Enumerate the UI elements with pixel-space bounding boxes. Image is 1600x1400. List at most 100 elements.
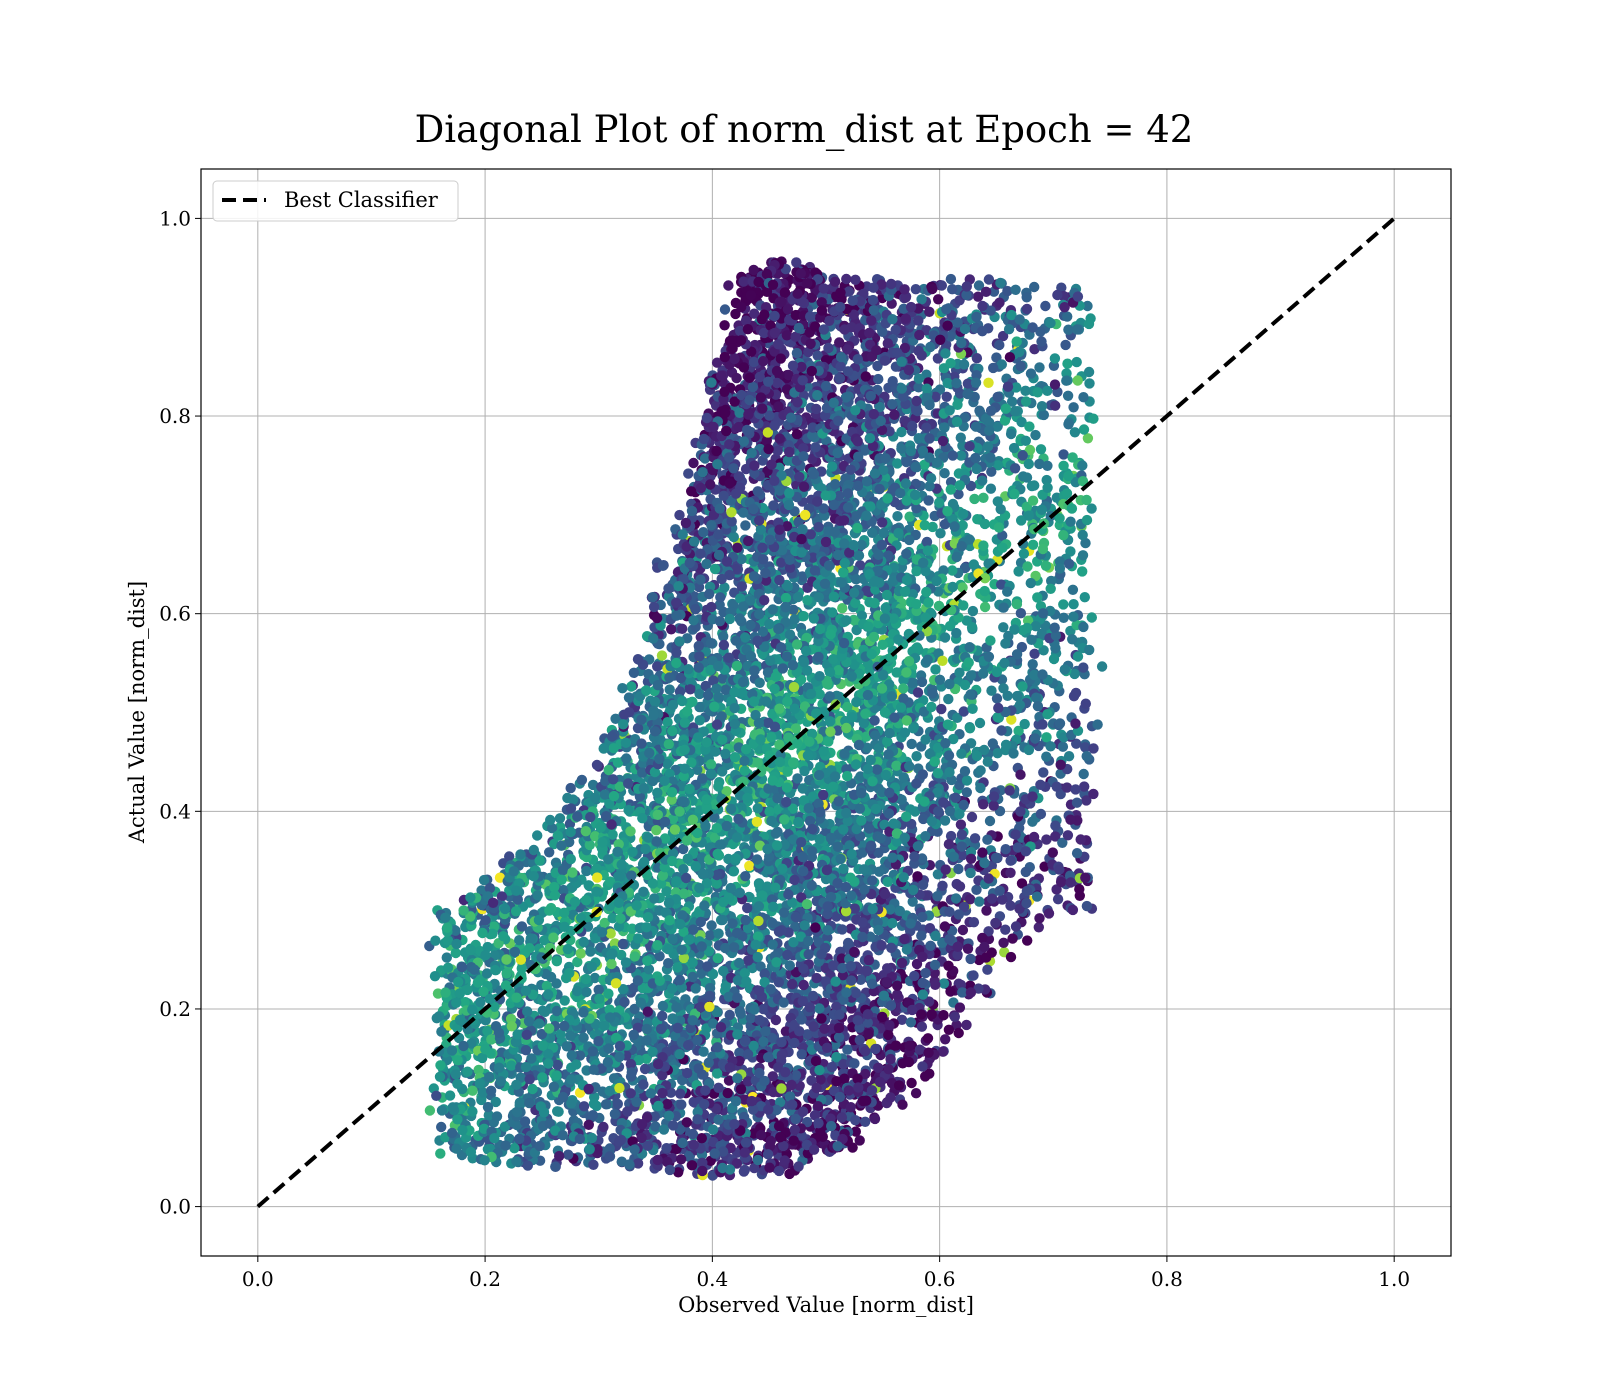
scatter-point	[969, 493, 980, 505]
scatter-point	[896, 1014, 908, 1025]
scatter-point	[1002, 285, 1013, 297]
scatter-point	[977, 847, 988, 858]
scatter-point	[549, 1013, 561, 1024]
scatter-point	[584, 839, 595, 851]
scatter-point	[436, 1121, 447, 1133]
scatter-point	[1055, 876, 1067, 888]
scatter-point	[1029, 648, 1040, 659]
scatter-point	[1034, 458, 1045, 470]
scatter-point	[666, 794, 677, 805]
scatter-point	[1034, 362, 1045, 373]
scatter-point	[1092, 719, 1103, 730]
scatter-point	[936, 280, 947, 291]
scatter-point	[1062, 390, 1074, 401]
scatter-point	[972, 514, 983, 525]
scatter-point	[1079, 781, 1090, 792]
scatter-point	[1040, 300, 1051, 312]
scatter-point	[588, 1098, 600, 1110]
scatter-point	[1079, 592, 1091, 603]
scatter-point	[1082, 433, 1094, 444]
scatter-point	[768, 500, 779, 511]
scatter-point	[740, 520, 751, 531]
scatter-point	[1034, 913, 1045, 924]
scatter-point	[957, 849, 968, 861]
scatter-point	[1077, 529, 1088, 541]
scatter-point	[744, 860, 755, 872]
scatter-point	[1063, 751, 1075, 762]
scatter-point	[587, 1046, 598, 1057]
scatter-point	[938, 978, 950, 989]
scatter-point	[625, 826, 636, 837]
scatter-point	[559, 995, 570, 1006]
scatter-point	[997, 330, 1009, 342]
scatter-point	[937, 880, 948, 891]
scatter-point	[996, 725, 1007, 736]
scatter-point	[956, 841, 967, 852]
scatter-point	[1006, 396, 1018, 407]
scatter-point	[1033, 922, 1045, 933]
scatter-point	[473, 1064, 484, 1076]
scatter-point	[967, 605, 979, 617]
scatter-point	[1050, 831, 1061, 842]
scatter-point	[749, 308, 760, 319]
scatter-point	[990, 917, 1001, 929]
scatter-point	[788, 604, 799, 615]
scatter-point	[1062, 311, 1073, 322]
scatter-point	[954, 881, 966, 892]
scatter-point	[1057, 741, 1069, 752]
scatter-point	[944, 678, 955, 690]
scatter-point	[1088, 743, 1099, 754]
scatter-point	[711, 357, 723, 368]
scatter-point	[950, 792, 961, 803]
scatter-point	[478, 874, 490, 886]
scatter-point	[945, 476, 957, 488]
scatter-point	[551, 978, 562, 989]
scatter-point	[1062, 358, 1073, 369]
scatter-point	[965, 867, 976, 879]
scatter-point	[1080, 537, 1091, 549]
scatter-point	[704, 930, 716, 941]
scatter-point	[984, 815, 996, 827]
scatter-point	[656, 650, 668, 661]
scatter-point	[940, 1034, 951, 1045]
scatter-point	[664, 684, 675, 695]
scatter-point	[927, 521, 938, 533]
scatter-point	[1050, 400, 1061, 411]
scatter-points	[424, 256, 1108, 1181]
scatter-point	[939, 632, 951, 643]
scatter-point	[850, 274, 861, 285]
scatter-point	[728, 531, 739, 543]
scatter-point	[723, 1075, 735, 1086]
scatter-point	[1050, 820, 1061, 831]
scatter-point	[850, 1126, 861, 1137]
scatter-point	[906, 738, 917, 750]
scatter-point	[1052, 289, 1063, 301]
scatter-point	[714, 599, 725, 611]
scatter-point	[678, 843, 689, 855]
scatter-point	[430, 935, 441, 946]
scatter-point	[1020, 385, 1031, 396]
scatter-point	[706, 601, 717, 613]
scatter-point	[957, 924, 969, 936]
scatter-point	[621, 753, 632, 764]
scatter-point	[1058, 460, 1069, 471]
scatter-point	[718, 631, 729, 642]
scatter-point	[638, 886, 649, 897]
scatter-point	[1071, 738, 1082, 749]
scatter-point	[780, 1026, 792, 1037]
scatter-point	[911, 751, 922, 762]
scatter-point	[539, 1006, 551, 1017]
scatter-point	[906, 1077, 917, 1089]
scatter-point	[1030, 429, 1041, 441]
scatter-point	[424, 1105, 436, 1116]
scatter-point	[628, 667, 640, 678]
scatter-point	[1069, 668, 1080, 680]
scatter-point	[467, 1085, 478, 1096]
scatter-point	[1054, 718, 1066, 729]
scatter-point	[675, 1088, 686, 1099]
scatter-point	[1027, 659, 1038, 670]
scatter-point	[971, 884, 982, 895]
scatter-point	[600, 1099, 612, 1110]
scatter-point	[572, 956, 583, 968]
